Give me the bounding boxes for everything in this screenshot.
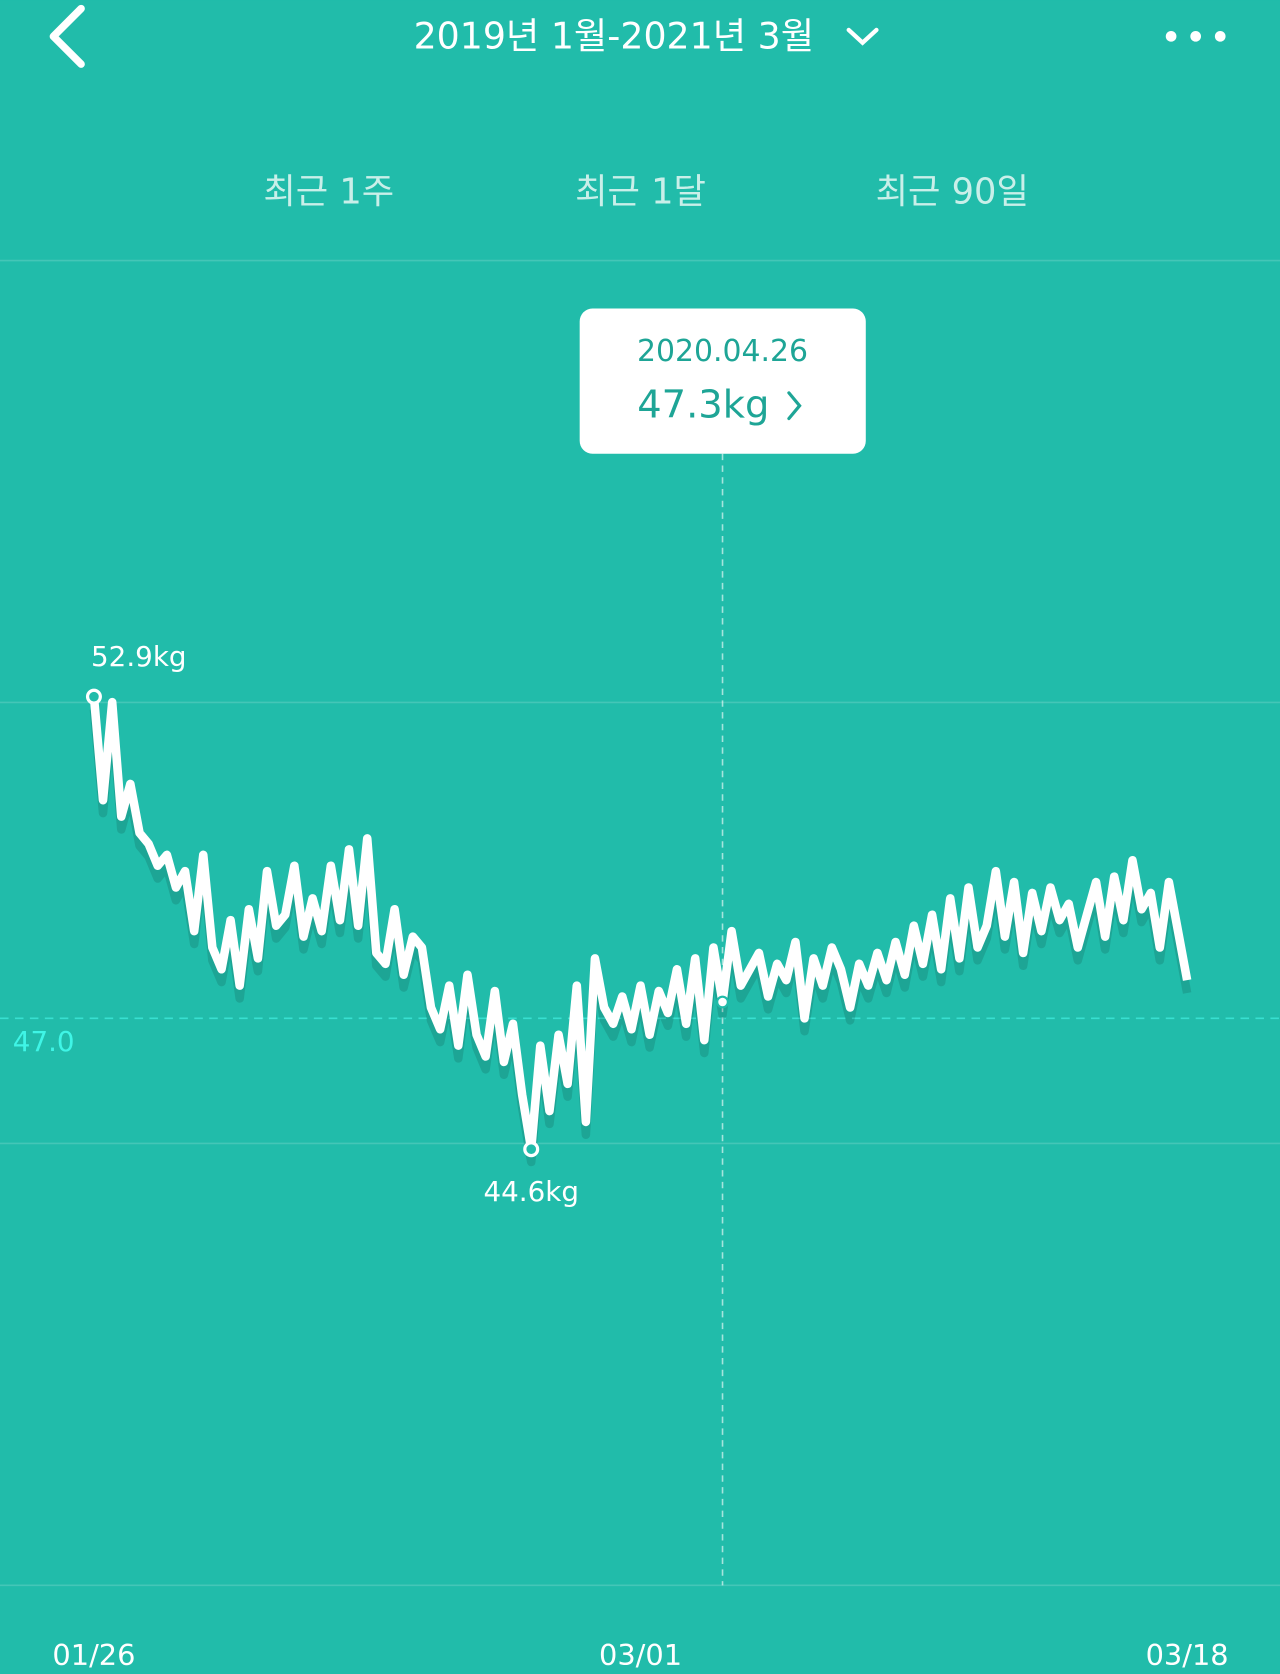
plot: 47.0 01/26 03/01 03/18 52.9kg 44.6kg 2020.04.2… xyxy=(0,308,1280,1672)
dropdown-chevron[interactable] xyxy=(846,27,879,46)
x-tick-label: 03/01 xyxy=(599,1638,682,1672)
tooltip-box xyxy=(579,308,866,454)
tab[interactable]: 최근 1달 xyxy=(575,171,706,212)
more-menu[interactable] xyxy=(1165,30,1226,42)
tab[interactable]: 최근 1주 xyxy=(263,171,394,212)
menu-dot xyxy=(1165,30,1177,42)
weight-line xyxy=(89,696,1192,1154)
tooltip-date: 2020.04.26 xyxy=(637,334,808,369)
tooltip-value: 47.3kg xyxy=(637,382,769,427)
extreme-label: 52.9kg xyxy=(91,640,186,673)
back-button[interactable] xyxy=(49,4,85,68)
tab[interactable]: 최근 90일 xyxy=(876,171,1029,212)
menu-dot xyxy=(1190,30,1202,42)
extreme-marker xyxy=(85,688,102,705)
x-tick-label: 03/18 xyxy=(1146,1638,1229,1672)
tooltip[interactable]: 2020.04.26 47.3kg xyxy=(579,308,866,454)
extreme-marker xyxy=(523,1141,540,1158)
period-title[interactable]: 2019년 1월-2021년 3월 xyxy=(414,14,815,57)
y-tick-label: 47.0 xyxy=(13,1025,75,1058)
selected-point xyxy=(716,995,729,1009)
tooltip-chevron xyxy=(787,391,802,421)
extreme-label: 44.6kg xyxy=(483,1175,578,1208)
x-tick-label: 01/26 xyxy=(52,1638,135,1672)
menu-dot xyxy=(1214,30,1226,42)
